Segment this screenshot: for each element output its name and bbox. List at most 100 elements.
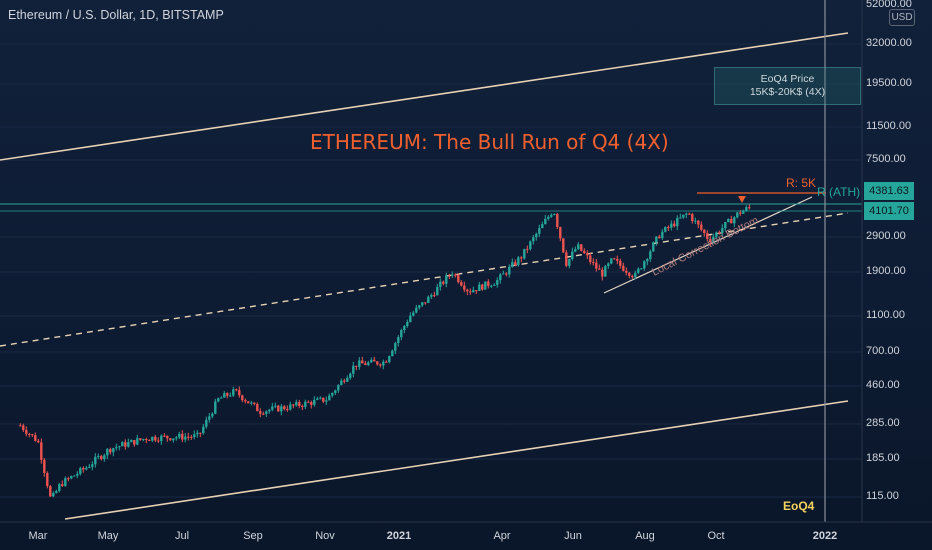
candle-body [661, 231, 664, 239]
candle-body [445, 275, 448, 284]
candle-body [355, 365, 358, 367]
candle-body [607, 263, 610, 267]
candle-body [115, 447, 118, 449]
candle-body [664, 226, 667, 232]
candle-body [187, 436, 190, 438]
candle-body [634, 272, 637, 278]
y-tick-label: 185.00 [866, 452, 900, 464]
candle-body [610, 258, 613, 264]
y-tick-label: 285.00 [866, 417, 900, 429]
eoq4-price-box: EoQ4 Price 15K$-20K$ (4X) [714, 67, 861, 105]
candle-body [25, 430, 28, 434]
candle-body [211, 413, 214, 417]
x-tick-label: Nov [315, 530, 335, 542]
candle-body [301, 405, 304, 407]
candle-body [520, 257, 523, 259]
candle-body [436, 286, 439, 296]
candle-body [388, 356, 391, 363]
candle-body [475, 290, 478, 292]
candle-body [370, 359, 373, 363]
candle-body [721, 228, 724, 234]
candle-body [43, 459, 46, 473]
candle-body [505, 273, 508, 275]
candle-body [193, 434, 196, 438]
candle-body [595, 262, 598, 269]
candle-body [127, 442, 130, 447]
candle-body [70, 476, 73, 479]
candle-body [415, 307, 418, 313]
ath-label: R (ATH) [817, 185, 861, 199]
candle-body [652, 242, 655, 252]
candle-body [496, 280, 499, 285]
candle-body [457, 275, 460, 283]
candle-body [97, 456, 100, 458]
candle-body [121, 442, 124, 447]
candle-body [433, 295, 436, 297]
candle-body [343, 380, 346, 382]
candle-body [52, 493, 55, 497]
candle-body [331, 393, 334, 396]
grid-lines [0, 43, 862, 498]
candle-body [580, 244, 583, 251]
candle-body [223, 393, 226, 398]
candle-body [547, 216, 550, 219]
y-tick-label: 11500.00 [866, 120, 912, 132]
candle-body [253, 402, 256, 404]
top-price-tick: 52000.00 [866, 0, 912, 10]
candle-body [748, 207, 751, 209]
candle-body [49, 486, 52, 497]
candle-body [694, 220, 697, 222]
candle-body [511, 262, 514, 267]
x-tick-label: Jun [564, 530, 582, 542]
candle-body [109, 449, 112, 453]
candle-body [337, 384, 340, 391]
candle-body [418, 305, 421, 308]
candle-body [631, 275, 634, 278]
candle-body [526, 248, 529, 250]
candle-body [556, 213, 559, 228]
candle-body [352, 365, 355, 374]
y-tick-label: 19500.00 [866, 77, 912, 89]
candle-body [469, 291, 472, 293]
candle-body [28, 433, 31, 435]
candle-body [535, 233, 538, 238]
candle-body [322, 397, 325, 402]
candle-body [31, 434, 34, 436]
candle-body [154, 436, 157, 441]
candle-body [712, 236, 715, 242]
candle-body [196, 432, 199, 435]
candle-body [724, 222, 727, 229]
candle-body [655, 236, 658, 243]
candle-body [22, 425, 25, 431]
candle-body [670, 223, 673, 228]
candle-body [226, 393, 229, 396]
candle-body [391, 350, 394, 357]
candle-body [643, 261, 646, 269]
candle-body [199, 432, 202, 434]
candle-body [478, 284, 481, 291]
candle-body [403, 326, 406, 331]
candle-body [286, 409, 289, 411]
candle-body [169, 438, 172, 441]
channel-lower-line [64, 400, 849, 520]
candle-body [685, 213, 688, 215]
candle-body [280, 406, 283, 412]
candle-body [538, 228, 541, 234]
candle-body [625, 270, 628, 273]
candle-body [442, 281, 445, 284]
ath-price-tag: 4381.63 [864, 182, 914, 200]
currency-badge[interactable]: USD [889, 9, 915, 26]
candle-body [76, 473, 79, 476]
candle-body [736, 212, 739, 218]
y-tick-label: 32000.00 [866, 37, 912, 49]
candle-body [427, 296, 430, 303]
candle-body [718, 232, 721, 234]
candle-body [256, 403, 259, 412]
candle-body [82, 468, 85, 470]
candle-body [340, 380, 343, 385]
candle-body [244, 400, 247, 402]
candle-body [622, 265, 625, 271]
candle-body [124, 442, 127, 447]
candle-body [604, 266, 607, 277]
